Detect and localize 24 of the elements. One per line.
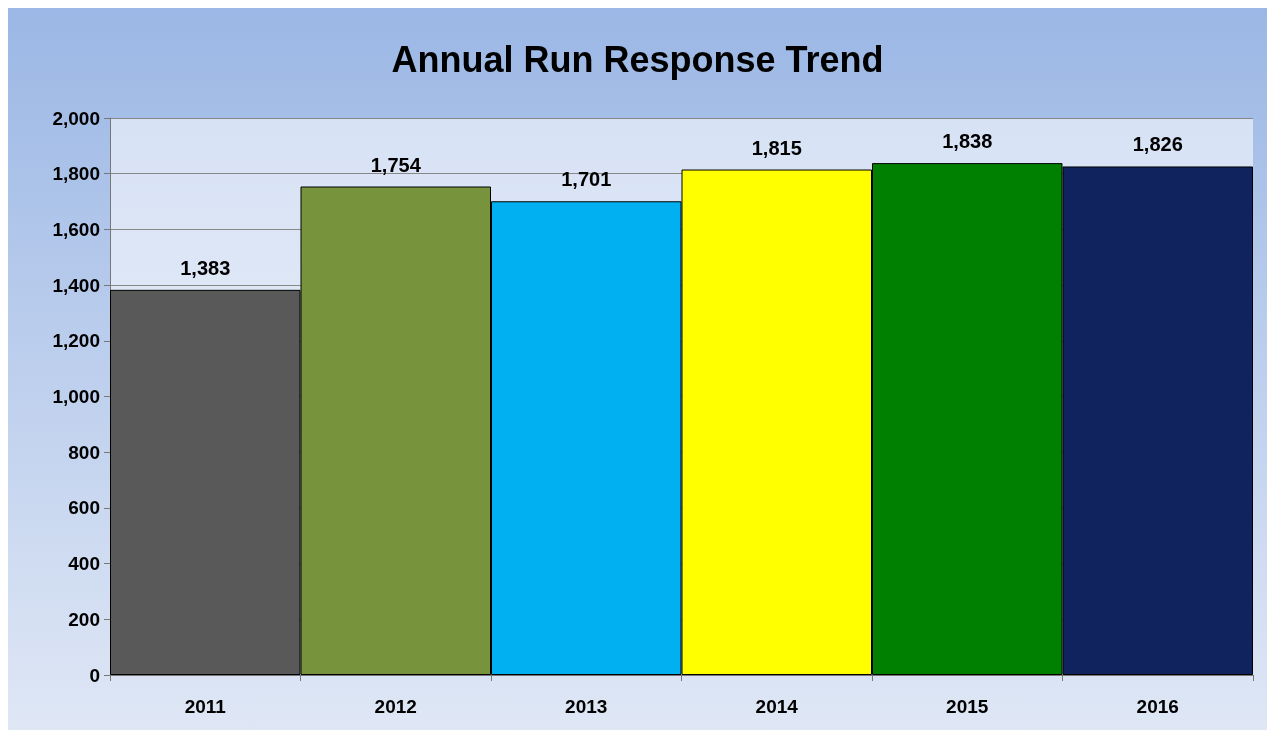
y-tick-label: 800	[68, 441, 100, 463]
data-label: 1,754	[370, 153, 422, 176]
y-tick-label: 2,000	[52, 107, 100, 129]
x-tick-label: 2013	[565, 696, 608, 717]
chart-title: Annual Run Response Trend	[391, 38, 884, 80]
y-tick-label: 1,600	[52, 218, 100, 240]
y-tick-label: 1,400	[52, 274, 100, 296]
x-tick-label: 2016	[1136, 696, 1179, 717]
y-tick-label: 1,000	[52, 386, 100, 407]
data-label: 1,838	[942, 130, 993, 153]
x-tick-label: 2015	[946, 696, 989, 717]
y-tick-label: 1,800	[52, 163, 100, 185]
data-label: 1,826	[1132, 133, 1183, 156]
y-tick-label: 200	[68, 608, 100, 630]
y-tick-label: 1,200	[52, 330, 100, 352]
y-tick-label: 400	[68, 553, 100, 575]
y-tick-label: 0	[89, 664, 100, 686]
x-tick-label: 2014	[755, 696, 799, 717]
data-label: 1,701	[561, 168, 612, 191]
x-tick-label: 2012	[374, 696, 417, 717]
x-tick-label: 2011	[184, 696, 227, 717]
y-tick-label: 600	[68, 497, 100, 519]
data-label: 1,815	[751, 136, 802, 159]
data-label: 1,383	[180, 256, 231, 279]
